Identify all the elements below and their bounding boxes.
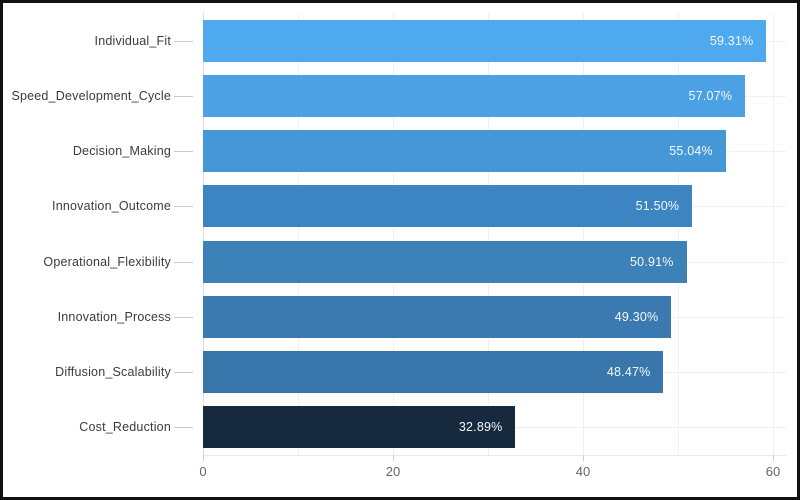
category-label: Operational_Flexibility (43, 254, 171, 269)
category-label: Cost_Reduction (79, 420, 171, 435)
bar-innovation_outcome (203, 185, 693, 228)
value-label: 49.30% (614, 309, 659, 324)
x-tick-label: 60 (765, 464, 781, 479)
x-gridline (393, 13, 394, 455)
bar-diffusion_scalability (203, 351, 664, 394)
category-tick (174, 372, 193, 374)
zero-gridline (203, 13, 204, 455)
category-label: Speed_Development_Cycle (11, 88, 171, 103)
value-label: 55.04% (669, 144, 713, 159)
x-tick-label: 0 (199, 464, 207, 479)
value-label: 48.47% (606, 365, 651, 380)
x-gridline (298, 13, 299, 455)
category-tick (174, 206, 193, 208)
x-gridline (773, 13, 774, 455)
value-label: 32.89% (458, 420, 503, 435)
x-gridline (678, 13, 679, 455)
horizontal-bar-chart: 59.31% Individual_Fit 57.07% Speed_Developm… (3, 3, 797, 497)
bar-operational_flexibility (203, 240, 687, 283)
x-tick-label: 40 (575, 464, 591, 479)
value-label: 51.50% (635, 199, 680, 214)
bar-speed_development_cycle (203, 74, 746, 117)
bar-individual_fit (203, 19, 767, 62)
category-tick (174, 316, 193, 318)
bar-cost_reduction (203, 406, 516, 449)
category-tick (174, 40, 193, 42)
category-label: Decision_Making (72, 144, 171, 159)
x-gridline (488, 13, 489, 455)
category-label: Diffusion_Scalability (55, 365, 171, 380)
x-axis-tick (773, 455, 774, 461)
bar-decision_making (203, 130, 726, 173)
category-tick (174, 151, 193, 153)
x-axis-line (203, 455, 786, 456)
x-gridline (583, 13, 584, 455)
category-tick (174, 261, 193, 263)
category-tick (174, 427, 193, 429)
value-label: 59.31% (709, 33, 754, 48)
value-label: 50.91% (630, 254, 674, 269)
x-axis-tick (203, 455, 204, 461)
bar-innovation_process (203, 295, 672, 338)
category-tick (174, 95, 193, 97)
category-label: Innovation_Process (57, 309, 171, 324)
category-label: Innovation_Outcome (52, 199, 171, 214)
x-axis-tick (583, 455, 584, 461)
x-axis-tick (393, 455, 394, 461)
value-label: 57.07% (688, 88, 733, 103)
x-tick-label: 20 (385, 464, 401, 479)
category-label: Individual_Fit (94, 33, 171, 48)
